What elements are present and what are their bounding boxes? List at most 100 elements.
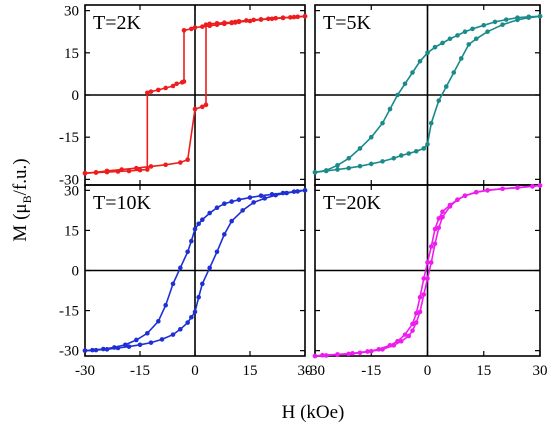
data-point	[515, 15, 520, 20]
data-point	[229, 218, 234, 224]
data-point	[350, 351, 355, 356]
y-tick-label: -30	[59, 344, 79, 360]
data-point	[312, 353, 318, 359]
data-point	[443, 84, 449, 89]
y-tick-label: -15	[59, 130, 79, 146]
data-point	[406, 151, 412, 156]
data-point	[178, 265, 183, 271]
data-point	[112, 345, 117, 350]
data-point	[410, 70, 415, 75]
data-point	[428, 260, 434, 265]
data-point	[462, 29, 468, 35]
data-point	[365, 349, 370, 354]
y-tick-label: 0	[72, 88, 80, 104]
data-point	[515, 185, 520, 190]
data-point	[432, 241, 438, 247]
data-point	[302, 188, 308, 193]
panel-temperature-label: T=20K	[323, 192, 381, 214]
data-point	[398, 339, 404, 344]
data-point	[455, 197, 460, 202]
data-point	[458, 56, 464, 61]
data-point	[421, 276, 427, 281]
data-point	[236, 19, 242, 25]
data-point	[421, 292, 427, 297]
x-tick-label: 30	[533, 363, 548, 379]
data-point	[387, 343, 393, 348]
x-tick-label: 0	[191, 363, 199, 379]
data-point	[174, 81, 179, 87]
data-point	[247, 195, 253, 200]
panel-2: T=5K	[312, 4, 543, 186]
data-point	[222, 201, 227, 207]
data-point	[82, 348, 88, 353]
data-point	[189, 26, 194, 32]
data-point	[526, 14, 532, 20]
data-point	[376, 347, 382, 352]
data-point	[156, 318, 161, 324]
data-point	[236, 197, 242, 202]
data-point	[159, 337, 165, 342]
data-point	[134, 337, 139, 343]
data-point	[192, 106, 198, 112]
data-point	[192, 25, 198, 30]
data-point	[163, 85, 168, 91]
data-point	[247, 18, 253, 24]
panel-1: 30 15 0 -15 -30 T=2K	[59, 4, 308, 188]
data-point	[134, 165, 139, 171]
data-point	[192, 309, 198, 315]
data-point	[203, 22, 209, 27]
data-point	[181, 28, 187, 33]
data-point	[126, 168, 132, 174]
data-point	[123, 342, 128, 348]
data-point	[229, 20, 234, 25]
data-point	[335, 352, 340, 357]
data-point	[440, 40, 445, 46]
data-point	[312, 170, 318, 175]
data-point	[410, 321, 415, 327]
data-point	[421, 146, 427, 151]
data-point	[395, 339, 400, 344]
data-point	[473, 189, 479, 195]
data-point	[251, 200, 256, 205]
data-point	[240, 208, 245, 213]
data-point	[323, 168, 329, 173]
data-point	[485, 188, 490, 193]
data-point	[417, 294, 423, 300]
y-tick-label: -15	[59, 304, 79, 320]
data-point	[380, 159, 385, 164]
data-point	[470, 26, 475, 32]
y-tick-label: 30	[64, 4, 79, 20]
data-point	[163, 302, 168, 308]
y-axis-title-prefix: M (μ	[10, 203, 31, 241]
data-point	[185, 157, 190, 162]
data-point	[451, 70, 457, 75]
data-point	[137, 167, 143, 173]
data-point	[269, 16, 275, 22]
data-point	[207, 265, 212, 271]
panel-temperature-label: T=2K	[93, 12, 141, 34]
data-point	[425, 50, 430, 56]
data-point	[258, 17, 264, 22]
data-point	[200, 281, 205, 287]
data-point	[320, 352, 325, 358]
data-point	[413, 320, 419, 325]
data-point	[280, 190, 286, 196]
data-point	[156, 87, 161, 93]
data-point	[368, 161, 374, 167]
data-point	[196, 294, 201, 300]
data-point	[200, 104, 205, 110]
data-point	[440, 209, 445, 215]
data-point	[185, 320, 190, 325]
data-point	[148, 89, 154, 94]
data-point	[93, 170, 99, 175]
x-tick-label: 30	[298, 363, 313, 379]
x-tick-label: 0	[424, 363, 432, 379]
data-point	[346, 155, 352, 161]
data-point	[530, 184, 535, 189]
data-point	[537, 183, 543, 188]
data-point	[192, 226, 198, 232]
x-tick-label: -15	[361, 363, 381, 379]
data-point	[380, 120, 385, 126]
panel-4: -30 -15 0 15 30 T=20K	[305, 183, 548, 379]
